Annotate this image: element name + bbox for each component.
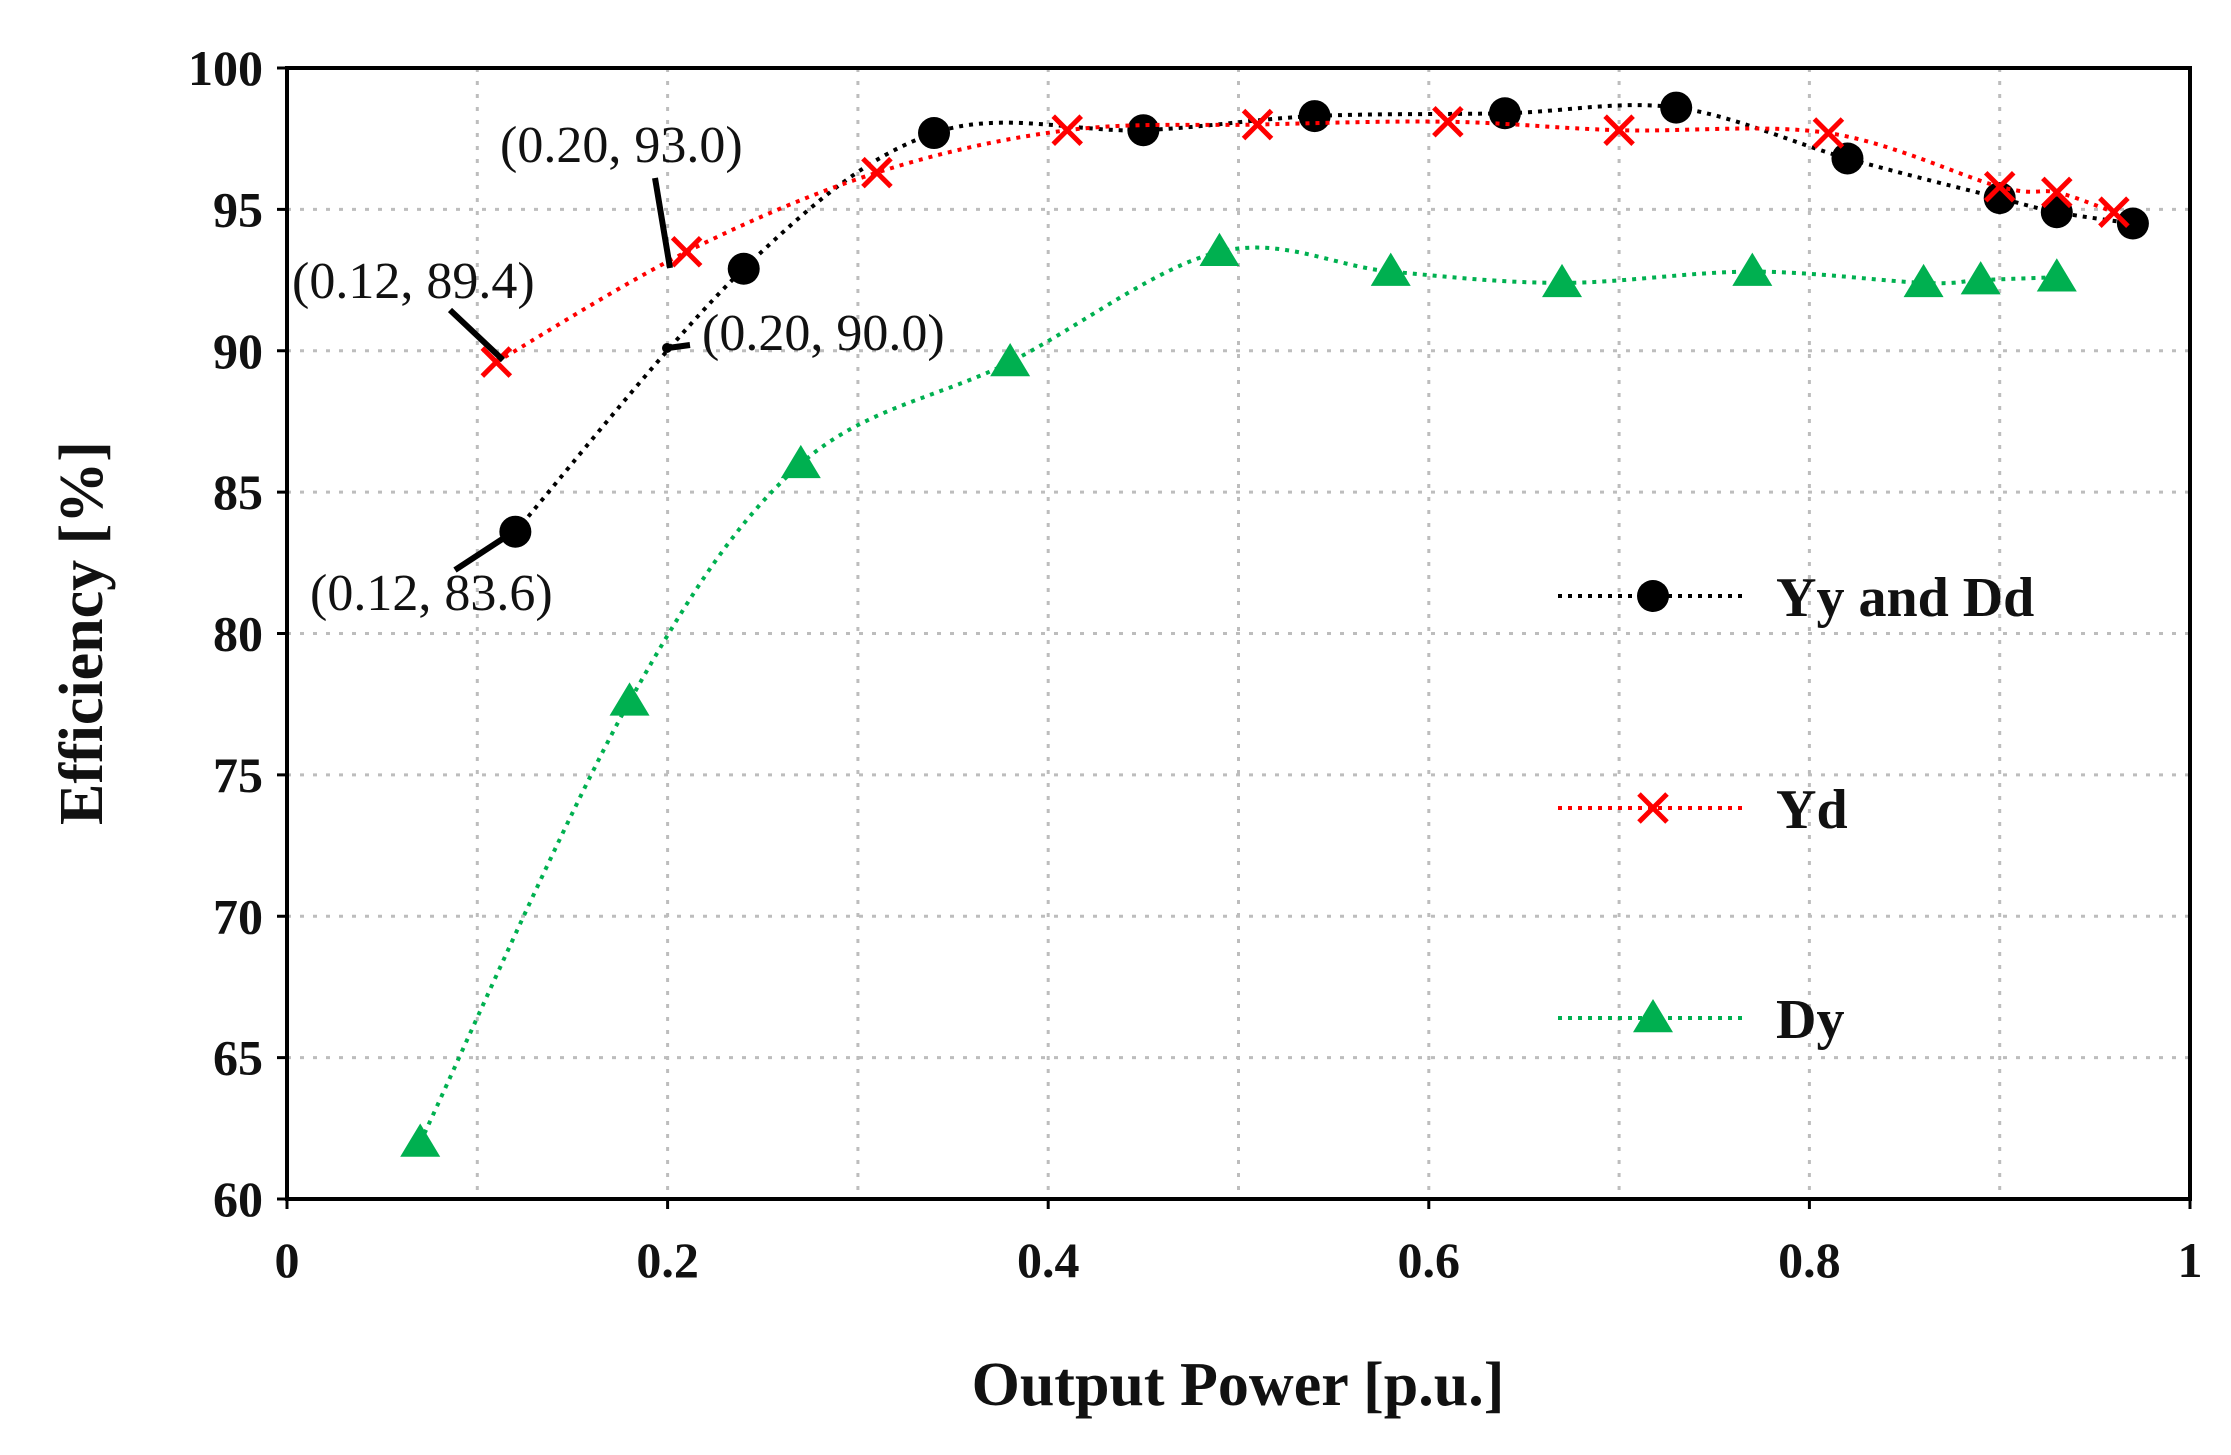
series-yd [480,105,2130,378]
annotation-dot [662,343,672,353]
x-tick-label: 0 [275,1232,300,1288]
annotation: (0.20, 93.0) [500,117,743,269]
data-point-dy [609,682,650,716]
series-dy [400,232,2077,1157]
axis-ticks: 60 65 70 75 80 85 90 95 100 0 0.2 0.4 0.6 0.8 1 [188,40,2203,1288]
legend-marker-dy [1633,999,1673,1033]
data-point-dy [1903,263,1944,298]
annotation-label: (0.20, 93.0) [500,117,743,174]
y-tick-label: 65 [213,1030,263,1086]
data-point-dy [1199,232,1240,267]
data-point-yd-stroke [1241,108,1274,141]
data-point-yy-and-dd [727,252,760,285]
data-point-yd [2041,176,2073,209]
annotation: (0.12, 89.4) [292,253,535,363]
data-point-yd [480,346,513,378]
x-tick-label: 1 [2178,1232,2203,1288]
data-point-yy-and-dd [1488,97,1521,130]
data-point-yy-and-dd [1660,91,1693,124]
legend-item-yd: Yd [1558,779,1848,841]
annotations: (0.20, 93.0) (0.12, 89.4) (0.20, 90.0) (0.1… [292,117,945,622]
data-point-yd-stroke [2098,196,2130,228]
x-tick-label: 0.8 [1778,1232,1841,1288]
y-tick-label: 100 [188,40,263,96]
series-yy-and-dd [499,91,2149,548]
data-point-yy-and-dd [1831,142,1864,175]
data-point-yd [670,236,703,268]
data-point-yy-and-dd [2040,196,2073,229]
annotation-label: (0.20, 90.0) [702,305,945,362]
data-point-yd [861,156,893,189]
series-line-dy [418,245,2057,1144]
data-point-dy [1960,261,2001,295]
annotation-label: (0.12, 89.4) [292,253,535,310]
data-point-dy [990,343,1031,377]
data-point-dy [1542,263,1583,298]
data-point-yy-and-dd [2116,207,2149,240]
x-tick-label: 0.2 [636,1232,699,1288]
data-point-yd [1051,114,1083,146]
y-tick-label: 70 [213,888,263,944]
y-tick-label: 60 [213,1171,263,1227]
annotation-leader [652,177,673,269]
data-point-yd [2098,196,2130,228]
data-point-dy [780,444,821,479]
data-point-yd-stroke [1051,114,1083,146]
legend-item-yy-and-dd: Yy and Dd [1558,567,2034,629]
annotation: (0.20, 90.0) [662,305,945,362]
x-tick-label: 0.6 [1398,1232,1461,1288]
data-point-yd-stroke [480,346,513,378]
series-line-yd [495,119,2115,364]
legend-marker-yy-and-dd [1637,580,1669,612]
y-tick-label: 75 [213,747,263,803]
data-point-dy [400,1123,441,1157]
annotation-leader [447,307,506,363]
annotation: (0.12, 83.6) [310,531,553,622]
data-point-yd-stroke [1603,114,1635,146]
data-point-yd [1241,108,1274,141]
y-tick-label: 80 [213,606,263,662]
data-point-yd-stroke [1983,170,2016,203]
data-point-yd-stroke [1432,105,1464,138]
data-series [400,91,2149,1157]
legend-marker-yd-stroke [1637,792,1669,824]
x-axis-title: Output Power [p.u.] [972,1351,1505,1419]
data-point-yd-stroke [861,156,893,189]
y-axis-title: Efficiency [%] [48,441,116,825]
data-point-yy-and-dd [918,117,951,150]
data-point-yd-stroke [2041,176,2073,209]
data-point-dy [1370,252,1411,286]
legend-label-dy: Dy [1776,989,1844,1051]
data-point-yy-and-dd [1127,114,1160,147]
data-point-yd [1812,117,1845,149]
data-point-yd [1603,114,1635,146]
legend-item-dy: Dy [1558,989,1844,1051]
data-point-yd [1432,105,1464,138]
data-point-yd-stroke [1812,117,1845,149]
legend-label-yy-and-dd: Yy and Dd [1776,567,2034,629]
data-point-yy-and-dd [1298,100,1331,133]
y-tick-label: 85 [213,464,263,520]
data-point-dy [2036,258,2077,292]
legend-label-yd: Yd [1776,779,1848,841]
data-point-yy-and-dd [499,515,532,548]
legend-marker-yd [1637,792,1669,824]
data-point-yd-stroke [670,236,703,268]
data-point-dy [1732,252,1773,286]
grid-lines [287,68,2190,1199]
x-tick-label: 0.4 [1017,1232,1080,1288]
annotation-leader [453,531,512,573]
annotation-label: (0.12, 83.6) [310,565,553,622]
y-tick-label: 90 [213,323,263,379]
y-tick-label: 95 [213,181,263,237]
legend: Yy and Dd Yd Dy [1558,567,2034,1051]
data-point-yd [1983,170,2016,203]
